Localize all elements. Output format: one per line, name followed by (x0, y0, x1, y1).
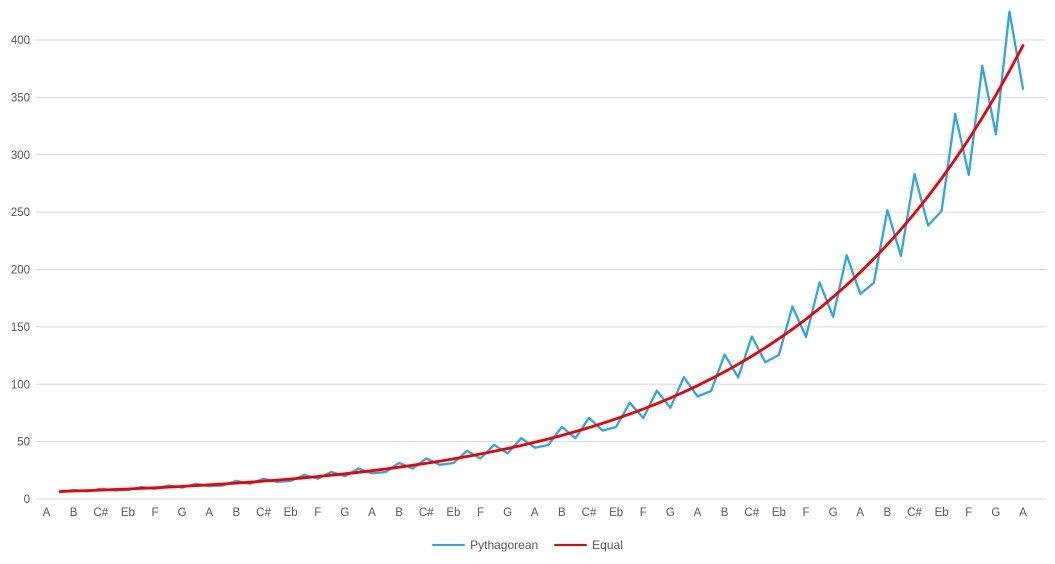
x-axis-tick-label: A (531, 507, 539, 519)
x-axis-tick-label: C# (93, 507, 108, 519)
x-axis-tick-label: A (43, 507, 51, 519)
x-axis-tick-label: B (233, 507, 241, 519)
x-axis-tick-label: G (829, 507, 838, 519)
x-axis-tick-label: Eb (935, 507, 949, 519)
y-axis-tick-label: 250 (11, 207, 30, 219)
x-axis-tick-label: Eb (446, 507, 460, 519)
x-axis-tick-label: F (802, 507, 809, 519)
x-axis-tick-label: Eb (284, 507, 298, 519)
x-axis-tick-label: A (368, 507, 376, 519)
y-axis-tick-label: 400 (11, 35, 30, 47)
series-line-equal (58, 44, 1025, 493)
x-axis-tick-label: G (666, 507, 675, 519)
x-axis-tick-label: Eb (609, 507, 623, 519)
x-axis-tick-label: B (395, 507, 403, 519)
x-axis-tick-label: B (558, 507, 566, 519)
y-axis-tick-label: 200 (11, 265, 30, 277)
legend-item-equal: Equal (554, 538, 623, 552)
x-axis-tick-label: C# (256, 507, 271, 519)
y-axis-tick-label: 100 (11, 379, 30, 391)
x-axis-tick-label: A (1019, 507, 1027, 519)
x-axis-tick-label: F (640, 507, 647, 519)
y-axis-tick-label: 150 (11, 322, 30, 334)
y-axis-tick-label: 0 (24, 494, 30, 506)
legend-label-equal: Equal (592, 538, 623, 552)
chart-legend: Pythagorean Equal (0, 538, 1055, 552)
x-axis-tick-label: F (965, 507, 972, 519)
series-line-pythagorean (58, 10, 1025, 494)
equal-line-marker (554, 543, 588, 547)
y-axis-tick-label: 50 (17, 437, 30, 449)
x-axis-tick-label: Eb (121, 507, 135, 519)
legend-label-pythagorean: Pythagorean (470, 538, 539, 552)
x-axis-tick-label: C# (419, 507, 434, 519)
x-axis-tick-label: B (884, 507, 892, 519)
x-axis-tick-label: F (477, 507, 484, 519)
x-axis-tick-label: A (205, 507, 213, 519)
x-axis-tick-label: G (991, 507, 1000, 519)
x-axis-tick-label: Eb (772, 507, 786, 519)
y-axis-tick-label: 350 (11, 92, 30, 104)
x-axis-tick-label: C# (582, 507, 597, 519)
x-axis-tick-label: G (178, 507, 187, 519)
x-axis-tick-label: F (151, 507, 158, 519)
x-axis-tick-label: A (856, 507, 864, 519)
x-axis-tick-label: C# (744, 507, 759, 519)
x-axis-tick-label: F (314, 507, 321, 519)
pythagorean-line-marker (432, 543, 466, 547)
x-axis-tick-label: B (721, 507, 729, 519)
x-axis-tick-label: C# (907, 507, 922, 519)
x-axis-tick-label: B (70, 507, 78, 519)
y-axis-tick-label: 300 (11, 150, 30, 162)
x-axis-tick-label: A (694, 507, 702, 519)
x-axis-tick-label: G (503, 507, 512, 519)
x-axis-tick-label: G (340, 507, 349, 519)
legend-item-pythagorean: Pythagorean (432, 538, 538, 552)
